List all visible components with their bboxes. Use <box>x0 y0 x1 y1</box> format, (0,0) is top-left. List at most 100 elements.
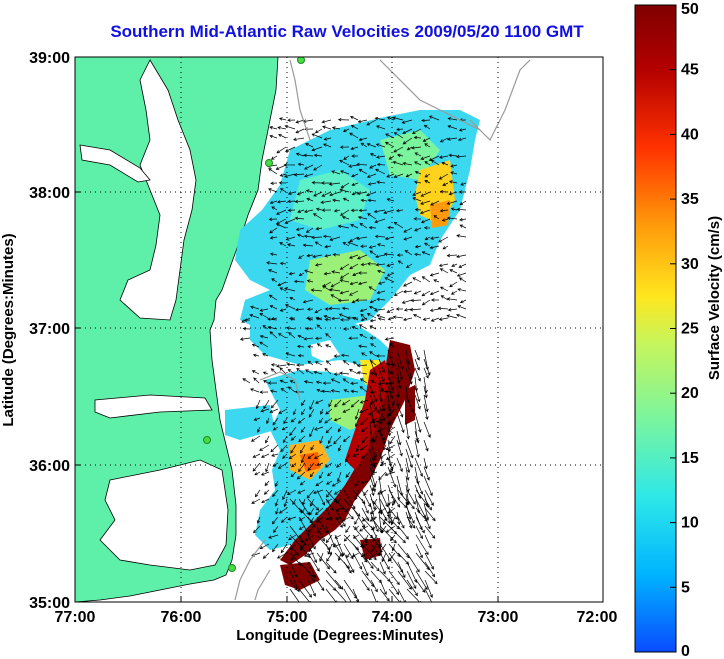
velocity-arrow <box>289 296 296 301</box>
velocity-arrow <box>457 305 467 310</box>
velocity-arrow <box>389 435 396 445</box>
velocity-arrow <box>360 262 368 267</box>
velocity-arrow <box>429 290 440 296</box>
velocity-arrow <box>259 390 269 394</box>
velocity-arrow <box>289 380 296 384</box>
velocity-arrow <box>316 388 323 393</box>
velocity-arrow <box>438 173 449 180</box>
velocity-arrow <box>275 223 287 229</box>
velocity-arrow <box>377 281 386 285</box>
velocity-arrow <box>325 516 333 521</box>
velocity-arrow <box>352 507 366 529</box>
velocity-arrow <box>333 208 341 213</box>
velocity-arrow <box>388 579 400 596</box>
map-title: Southern Mid-Atlantic Raw Velocities 200… <box>110 22 584 41</box>
velocity-arrow <box>276 146 287 154</box>
velocity-arrow <box>274 480 279 487</box>
velocity-arrow <box>339 209 350 216</box>
velocity-arrow <box>295 227 305 231</box>
velocity-arrow <box>406 570 417 590</box>
velocity-arrow <box>355 298 368 302</box>
velocity-arrow <box>370 516 384 534</box>
velocity-arrow <box>376 290 386 295</box>
velocity-arrow <box>405 457 411 474</box>
velocity-arrow <box>314 128 323 134</box>
velocity-arrow <box>276 200 287 204</box>
velocity-arrow <box>289 426 297 436</box>
velocity-arrow <box>356 371 368 375</box>
velocity-arrow <box>351 191 359 196</box>
velocity-arrow <box>322 125 332 130</box>
velocity-arrow <box>424 161 431 166</box>
velocity-arrow <box>352 588 360 602</box>
velocity-arrow <box>366 119 377 126</box>
velocity-arrow <box>323 137 332 141</box>
velocity-arrow <box>370 579 378 593</box>
velocity-arrow <box>256 516 261 524</box>
velocity-arrow <box>291 462 297 468</box>
velocity-arrow <box>339 188 350 193</box>
bathymetry-contour-south <box>234 371 301 601</box>
velocity-arrow <box>396 430 402 446</box>
velocity-arrow <box>406 146 413 151</box>
velocity-arrow <box>340 353 350 358</box>
velocity-arrow <box>282 435 288 444</box>
velocity-arrow <box>285 236 296 241</box>
velocity-arrow <box>342 378 350 384</box>
velocity-arrow <box>350 224 359 229</box>
velocity-arrow <box>325 534 333 544</box>
velocity-arrow <box>422 317 431 321</box>
velocity-arrow <box>339 145 350 149</box>
velocity-arrow <box>252 353 260 357</box>
velocity-arrow <box>401 299 413 304</box>
velocity-arrow <box>253 417 261 421</box>
velocity-arrow <box>360 313 368 321</box>
velocity-arrow <box>361 507 370 522</box>
velocity-arrow <box>388 525 406 544</box>
velocity-arrow <box>455 154 467 159</box>
velocity-arrow <box>386 272 395 277</box>
velocity-arrow <box>378 367 385 383</box>
velocity-arrow <box>387 349 395 368</box>
velocity-arrow <box>334 498 345 510</box>
velocity-arrow <box>309 399 315 410</box>
velocity-arrow <box>253 377 260 384</box>
velocity-arrow <box>361 561 369 577</box>
velocity-arrow <box>316 525 325 542</box>
velocity-arrow <box>366 313 377 319</box>
velocity-arrow <box>298 498 310 516</box>
velocity-arrow <box>278 117 287 121</box>
velocity-arrow <box>460 182 467 186</box>
velocity-arrow <box>359 222 368 229</box>
velocity-arrow <box>307 360 314 366</box>
velocity-arrow <box>259 543 270 550</box>
velocity-arrow <box>323 271 332 276</box>
velocity-arrow <box>287 386 296 393</box>
velocity-arrow <box>456 254 467 259</box>
velocity-arrow <box>286 362 296 366</box>
velocity-arrow <box>387 426 396 432</box>
velocity-arrow <box>349 281 359 286</box>
velocity-arrow <box>329 191 341 197</box>
velocity-arrow <box>296 363 305 367</box>
velocity-arrow <box>311 146 323 152</box>
velocity-arrow <box>334 399 342 408</box>
velocity-arrow <box>459 217 467 222</box>
velocity-arrow <box>361 352 368 357</box>
velocity-arrow <box>423 403 429 421</box>
velocity-arrow <box>309 471 315 478</box>
velocity-arrow <box>287 516 297 521</box>
velocity-arrow <box>430 236 440 240</box>
velocity-arrow <box>374 116 386 121</box>
velocity-arrow <box>329 236 341 241</box>
velocity-arrow <box>379 579 387 596</box>
velocity-arrow <box>349 236 359 242</box>
velocity-arrow <box>370 371 377 376</box>
velocity-arrow <box>405 466 410 481</box>
velocity-arrow <box>298 435 306 443</box>
velocity-arrow <box>369 475 376 493</box>
velocity-arrow <box>254 489 261 498</box>
velocity-arrow <box>414 207 422 212</box>
velocity-arrow <box>287 199 296 204</box>
velocity-arrow <box>406 552 420 573</box>
